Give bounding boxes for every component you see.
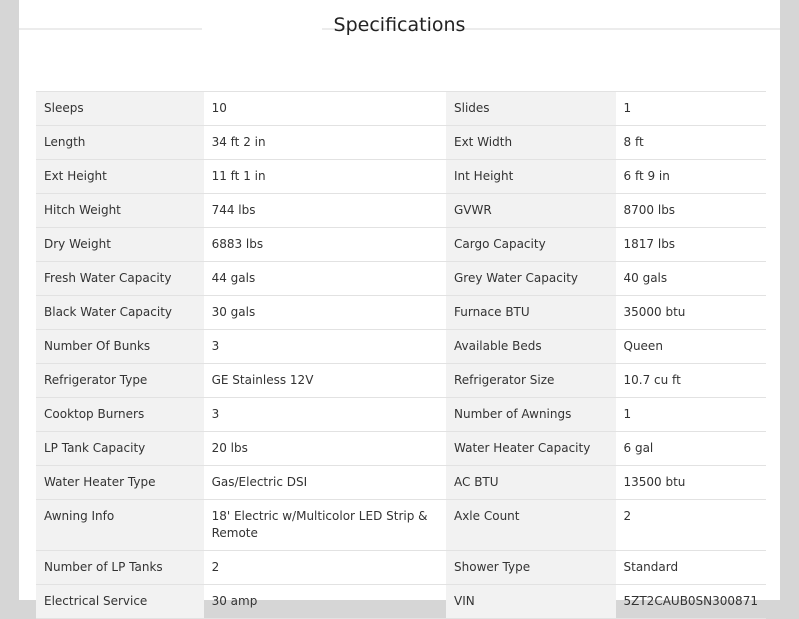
spec-label: Grey Water Capacity [446,261,616,296]
spec-label: Int Height [446,159,616,194]
spec-value: 744 lbs [203,193,446,228]
spec-value: 6883 lbs [203,227,446,262]
spec-label: Water Heater Capacity [446,431,616,466]
spec-value: 2 [203,550,446,585]
table-row: Dry Weight 6883 lbs Cargo Capacity 1817 lbs [36,227,766,262]
spec-label: Refrigerator Size [446,363,616,398]
table-row: Refrigerator Type GE Stainless 12V Refrige… [36,363,766,398]
section-header: Specifications [19,0,780,58]
table-row: Water Heater Type Gas/Electric DSI AC BTU 1… [36,465,766,500]
spec-label: Cooktop Burners [36,397,204,432]
spec-value: 3 [203,329,446,364]
spec-value: 1 [615,397,766,432]
spec-label: GVWR [446,193,616,228]
table-row: Black Water Capacity 30 gals Furnace BTU 35… [36,295,766,330]
table-row: Ext Height 11 ft 1 in Int Height 6 ft 9 in [36,159,766,194]
spec-value: 8 ft [615,125,766,160]
spec-value: 18' Electric w/Multicolor LED Strip & Re… [203,499,446,551]
table-row: Hitch Weight 744 lbs GVWR 8700 lbs [36,193,766,228]
spec-value: 1 [615,91,766,126]
table-row: Awning Info 18' Electric w/Multicolor LED… [36,499,766,551]
spec-label: Length [36,125,204,160]
table-row: Length 34 ft 2 in Ext Width 8 ft [36,125,766,160]
table-row: Sleeps 10 Slides 1 [36,91,766,126]
section-title: Specifications [333,14,466,36]
spec-value: 30 gals [203,295,446,330]
spec-label: Dry Weight [36,227,204,262]
spec-label: Awning Info [36,499,204,551]
spec-label: Number of LP Tanks [36,550,204,585]
spec-label: Axle Count [446,499,616,551]
spec-label: VIN [446,584,616,619]
spec-label: Refrigerator Type [36,363,204,398]
spec-value: 2 [615,499,766,551]
spec-label: Cargo Capacity [446,227,616,262]
spec-label: AC BTU [446,465,616,500]
spec-label: Black Water Capacity [36,295,204,330]
spec-label: Fresh Water Capacity [36,261,204,296]
spec-value: 34 ft 2 in [203,125,446,160]
spec-value: 1817 lbs [615,227,766,262]
divider [19,28,202,30]
spec-value: 40 gals [615,261,766,296]
spec-value: Standard [615,550,766,585]
spec-label: Sleeps [36,91,204,126]
spec-label: Water Heater Type [36,465,204,500]
spec-label: Shower Type [446,550,616,585]
specifications-panel: Specifications Sleeps 10 Slides 1 Length 34 f… [19,0,780,619]
table-row: LP Tank Capacity 20 lbs Water Heater Capac… [36,431,766,466]
spec-label: Electrical Service [36,584,204,619]
spec-label: LP Tank Capacity [36,431,204,466]
spec-label: Ext Width [446,125,616,160]
spec-value: GE Stainless 12V [203,363,446,398]
table-row: Fresh Water Capacity 44 gals Grey Water Ca… [36,261,766,296]
spec-value: 10.7 cu ft [615,363,766,398]
spec-label: Furnace BTU [446,295,616,330]
spec-value: 11 ft 1 in [203,159,446,194]
spec-label: Number of Awnings [446,397,616,432]
table-row: Number Of Bunks 3 Available Beds Queen [36,329,766,364]
spec-value: 5ZT2CAUB0SN300871 [615,584,766,619]
divider [322,28,780,30]
spec-value: 10 [203,91,446,126]
spec-value: 8700 lbs [615,193,766,228]
spec-label: Available Beds [446,329,616,364]
table-row: Cooktop Burners 3 Number of Awnings 1 [36,397,766,432]
spec-label: Hitch Weight [36,193,204,228]
spec-value: 20 lbs [203,431,446,466]
spec-value: Queen [615,329,766,364]
spec-label: Ext Height [36,159,204,194]
spec-value: 6 ft 9 in [615,159,766,194]
spec-label: Number Of Bunks [36,329,204,364]
spec-value: 44 gals [203,261,446,296]
spec-value: 6 gal [615,431,766,466]
spec-value: 30 amp [203,584,446,619]
specs-table: Sleeps 10 Slides 1 Length 34 ft 2 in Ext Width… [36,91,766,619]
spec-label: Slides [446,91,616,126]
table-row: Number of LP Tanks 2 Shower Type Standard [36,550,766,585]
spec-value: 3 [203,397,446,432]
spec-value: Gas/Electric DSI [203,465,446,500]
spec-value: 13500 btu [615,465,766,500]
spec-value: 35000 btu [615,295,766,330]
table-row: Electrical Service 30 amp VIN 5ZT2CAUB0SN30… [36,584,766,619]
